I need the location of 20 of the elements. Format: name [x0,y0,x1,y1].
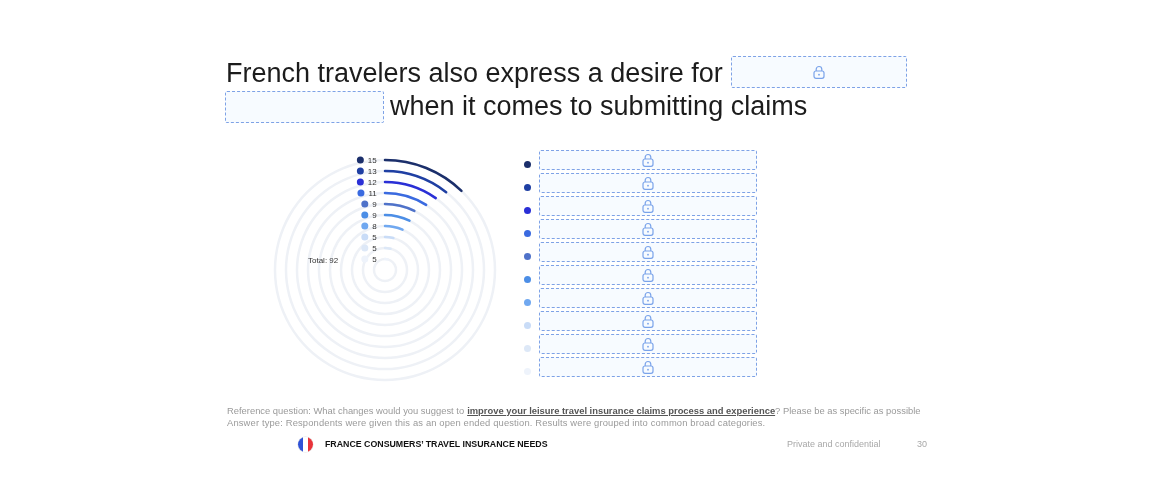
text: when it comes to submitting claims [390,91,808,121]
data-label: 15 [367,155,378,165]
text: Total: 92 [308,256,339,265]
data-label: 8 [372,221,378,231]
text: 30 [917,439,928,449]
text: Private and confidential [787,439,881,449]
text: improve your leisure travel insurance claims process and experience [467,405,776,416]
data-label: 9 [372,199,378,209]
text: Answer type: Respondents were given this as an open ended question. Results were grouped into common broad categories. [227,417,766,428]
data-label: 5 [372,243,378,253]
data-label: 13 [367,166,378,176]
data-label: 9 [372,210,378,220]
text: FRANCE CONSUMERS’ TRAVEL INSURANCE NEEDS [325,439,548,449]
data-label: 5 [372,232,378,242]
text: Reference question: What changes would you suggest to [227,405,465,416]
text: ? Please be as specific as possible [775,405,921,416]
data-label: 5 [372,254,378,264]
data-label: 12 [367,177,378,187]
data-label: 11 [368,188,378,198]
text: French travelers also express a desire for [226,58,723,88]
